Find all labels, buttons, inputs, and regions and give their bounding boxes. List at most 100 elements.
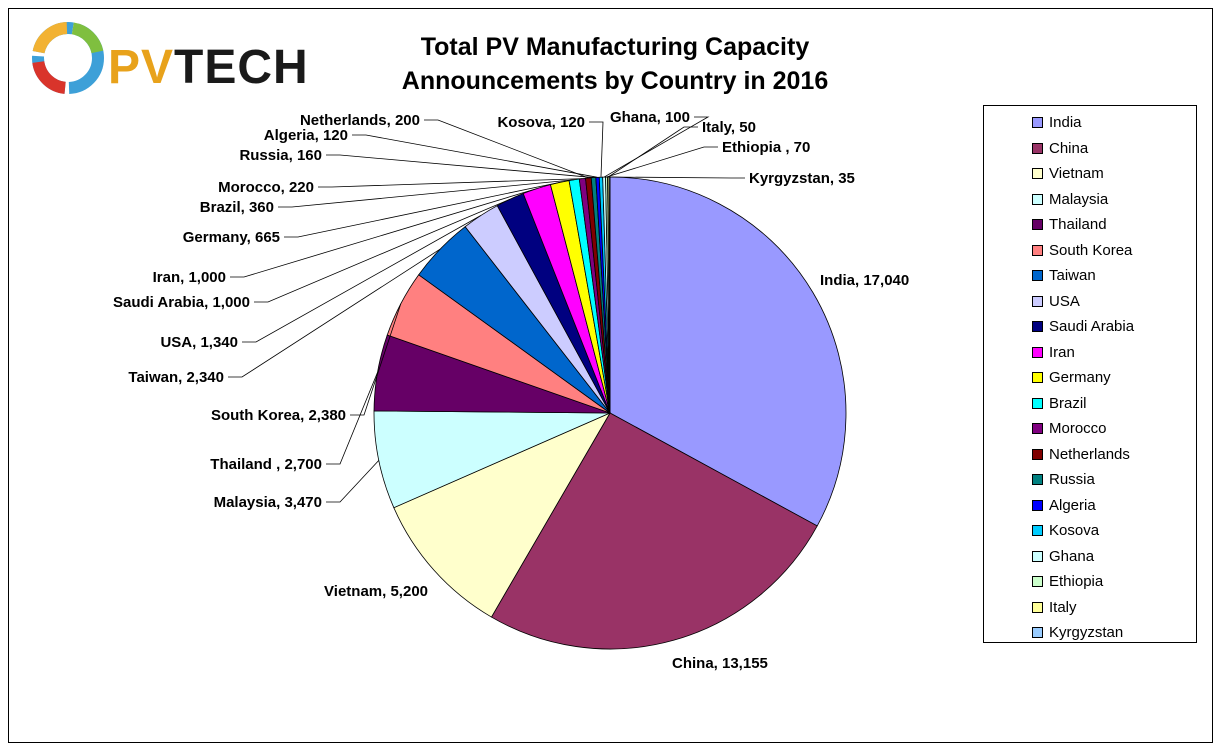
leader-line-saudi-arabia <box>254 198 511 303</box>
legend-label: Ethiopia <box>1049 573 1104 591</box>
legend-label: Ghana <box>1049 547 1095 565</box>
data-label-thailand: Thailand , 2,700 <box>210 456 322 473</box>
legend-swatch <box>1032 346 1043 358</box>
legend-item-china: China <box>1032 136 1196 162</box>
leader-line-taiwan <box>228 248 441 378</box>
legend-label: India <box>1049 114 1082 132</box>
legend-label: Germany <box>1049 369 1111 387</box>
leader-line-brazil <box>278 179 575 208</box>
data-label-brazil: Brazil, 360 <box>200 199 274 216</box>
legend-swatch <box>1032 142 1043 154</box>
legend-swatch <box>1032 193 1043 205</box>
legend-item-south-korea: South Korea <box>1032 238 1196 264</box>
data-label-vietnam: Vietnam, 5,200 <box>324 583 428 600</box>
logo-text-pv: PV <box>108 41 175 94</box>
legend-label: Thailand <box>1049 216 1107 234</box>
data-label-italy: Italy, 50 <box>702 119 756 136</box>
legend-label: Saudi Arabia <box>1049 318 1135 336</box>
data-label-saudi-arabia: Saudi Arabia, 1,000 <box>113 294 250 311</box>
leader-line-thailand <box>326 372 378 465</box>
leader-line-morocco <box>318 178 583 188</box>
legend-label: Russia <box>1049 471 1095 489</box>
leader-line-iran <box>230 188 537 278</box>
legend-swatch <box>1032 168 1043 180</box>
legend-label: Morocco <box>1049 420 1107 438</box>
legend-swatch <box>1032 372 1043 384</box>
legend-item-india: India <box>1032 110 1196 136</box>
logo-text-tech: TECH <box>174 41 309 94</box>
legend-item-italy: Italy <box>1032 595 1196 621</box>
legend-swatch <box>1032 397 1043 409</box>
legend-label: Kyrgyzstan <box>1049 624 1124 642</box>
pie-slice-china <box>490 412 818 650</box>
legend-swatch <box>1032 295 1043 307</box>
legend-label: Taiwan <box>1049 267 1096 285</box>
legend-swatch <box>1032 627 1043 639</box>
legend-label: China <box>1049 139 1089 157</box>
legend-swatch <box>1032 423 1043 435</box>
legend-item-brazil: Brazil <box>1032 391 1196 417</box>
chart-title: Total PV Manufacturing Capacity Announce… <box>330 30 900 98</box>
legend-swatch <box>1032 525 1043 537</box>
legend-swatch <box>1032 321 1043 333</box>
legend-item-ghana: Ghana <box>1032 544 1196 570</box>
data-label-taiwan: Taiwan, 2,340 <box>128 369 224 386</box>
data-label-netherlands: Netherlands, 200 <box>300 112 420 129</box>
data-label-ghana: Ghana, 100 <box>610 109 690 126</box>
legend-label: Italy <box>1049 598 1077 616</box>
legend-item-russia: Russia <box>1032 467 1196 493</box>
data-label-usa: USA, 1,340 <box>160 334 238 351</box>
leader-line-russia <box>326 154 594 178</box>
leader-line-malaysia <box>326 460 380 503</box>
legend-swatch <box>1032 270 1043 282</box>
leader-line-italy <box>608 126 698 178</box>
legend-item-thailand: Thailand <box>1032 212 1196 238</box>
legend-label: USA <box>1049 292 1080 310</box>
legend-item-iran: Iran <box>1032 340 1196 366</box>
data-label-germany: Germany, 665 <box>183 229 280 246</box>
leader-line-kosova <box>589 121 604 178</box>
pvtech-logo-text: PVTECH <box>108 40 309 95</box>
data-label-malaysia: Malaysia, 3,470 <box>214 494 322 511</box>
leader-line-kyrgyzstan <box>609 176 745 179</box>
data-label-iran: Iran, 1,000 <box>153 269 226 286</box>
legend-label: South Korea <box>1049 241 1133 259</box>
leader-line-ethiopia <box>606 146 718 178</box>
legend-swatch <box>1032 474 1043 486</box>
data-label-ethiopia: Ethiopia , 70 <box>722 139 810 156</box>
leader-line-netherlands <box>424 119 589 179</box>
pvtech-logo: PVTECH <box>30 18 330 110</box>
legend-item-morocco: Morocco <box>1032 416 1196 442</box>
leader-line-south-korea <box>350 303 402 416</box>
data-label-china: China, 13,155 <box>672 655 768 672</box>
leader-line-germany <box>284 182 560 238</box>
data-label-south-korea: South Korea, 2,380 <box>211 407 346 424</box>
legend-item-kosova: Kosova <box>1032 518 1196 544</box>
legend-item-ethiopia: Ethiopia <box>1032 569 1196 595</box>
pvtech-logo-icon <box>32 22 104 94</box>
data-label-morocco: Morocco, 220 <box>218 179 314 196</box>
pie-slice-vietnam <box>393 412 611 618</box>
leader-line-ghana <box>603 116 710 178</box>
leader-line-usa <box>242 215 481 343</box>
chart-title-line-1: Total PV Manufacturing Capacity <box>420 33 810 61</box>
legend-label: Vietnam <box>1049 165 1104 183</box>
data-label-kyrgyzstan: Kyrgyzstan, 35 <box>749 170 855 187</box>
legend-item-taiwan: Taiwan <box>1032 263 1196 289</box>
pie-slice-india <box>609 176 847 527</box>
legend-swatch <box>1032 601 1043 613</box>
legend-label: Algeria <box>1049 496 1096 514</box>
legend-swatch <box>1032 117 1043 129</box>
legend-item-netherlands: Netherlands <box>1032 442 1196 468</box>
legend-swatch <box>1032 448 1043 460</box>
legend-item-malaysia: Malaysia <box>1032 187 1196 213</box>
data-label-kosova: Kosova, 120 <box>497 114 585 131</box>
legend-item-usa: USA <box>1032 289 1196 315</box>
chart-title-line-2: Announcements by Country in 2016 <box>401 67 829 95</box>
legend-item-vietnam: Vietnam <box>1032 161 1196 187</box>
legend: India China Vietnam Malaysia Thailand South K… <box>983 105 1197 643</box>
legend-label: Malaysia <box>1049 190 1109 208</box>
legend-swatch <box>1032 550 1043 562</box>
legend-swatch <box>1032 499 1043 511</box>
